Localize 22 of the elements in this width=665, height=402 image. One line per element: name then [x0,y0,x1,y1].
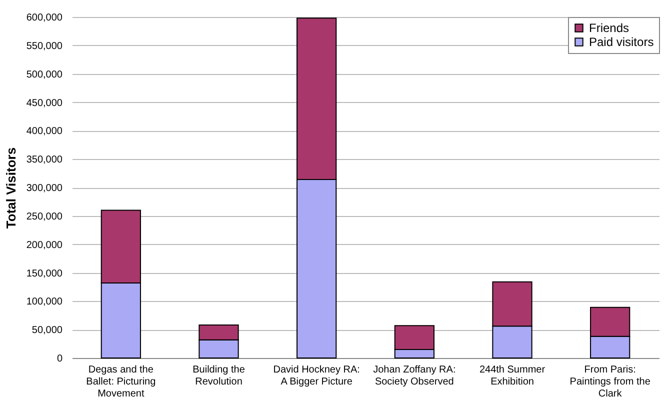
y-tick-label: 350,000 [26,154,63,166]
y-tick-label: 150,000 [26,268,63,280]
y-tick-label: 50,000 [32,325,63,336]
y-tick-label: 200,000 [26,240,63,251]
y-tick-label: 0 [56,354,63,364]
x-tick-label: Building the Revolution [192,364,246,388]
y-tick-label: 100,000 [26,296,63,308]
x-tick-label: From Paris: Paintings from the Clark [570,364,651,400]
x-tick-label: 244th Summer Exhibition [479,364,546,388]
x-tick-label: Degas and the Ballet: Picturing Movement [86,364,156,400]
y-tick-label: 400,000 [26,126,63,138]
y-tick-label: 250,000 [26,211,63,222]
legend-label: Paid visitors [589,35,654,49]
y-tick-label: 300,000 [26,183,63,194]
y-tick-label: 550,000 [26,40,63,52]
x-tick-label: David Hockney RA: A Bigger Picture [273,364,360,388]
y-axis-title: Total Visitors [3,147,18,229]
y-tick-label: 600,000 [26,12,63,24]
y-tick-label: 500,000 [26,69,63,80]
x-tick-label: Johan Zoffany RA: Society Observed [373,364,456,388]
legend-label: Friends [589,21,630,35]
y-tick-label: 450,000 [26,98,63,109]
